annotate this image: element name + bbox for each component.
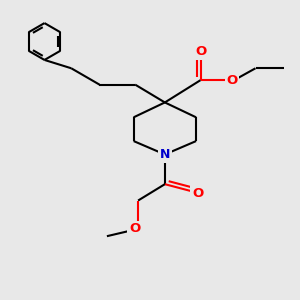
Text: O: O: [226, 74, 237, 87]
Text: O: O: [129, 222, 140, 235]
Text: O: O: [195, 45, 206, 58]
Text: O: O: [192, 187, 203, 200]
Text: N: N: [160, 148, 170, 161]
